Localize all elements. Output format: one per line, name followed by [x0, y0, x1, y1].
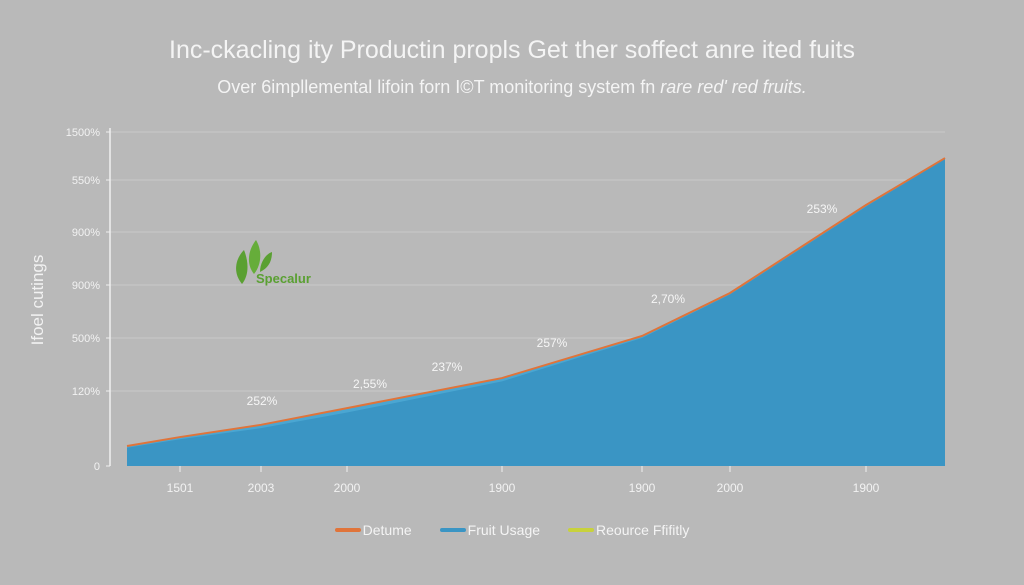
- data-label: 257%: [537, 336, 568, 350]
- chart-title: Inc-ckacling ity Productin propls Get th…: [169, 36, 855, 64]
- y-tick-label: 0: [94, 461, 100, 473]
- legend-item-fruit-usage[interactable]: Fruit Usage: [439, 522, 541, 538]
- legend-swatch: [439, 528, 466, 532]
- x-tick-label: 1900: [853, 481, 880, 495]
- y-tick-label: 120%: [72, 386, 100, 398]
- logo-text: Specalur: [256, 271, 311, 286]
- data-label: 253%: [807, 202, 838, 216]
- detume-line: [126, 157, 946, 447]
- legend: Detume Fruit Usage Reource Ffifitly: [0, 522, 1024, 538]
- y-tick-label: 1500%: [66, 127, 100, 139]
- legend-swatch: [334, 528, 361, 532]
- legend-swatch: [568, 528, 595, 532]
- legend-label: Fruit Usage: [467, 522, 541, 538]
- data-label: 2,70%: [651, 292, 685, 306]
- data-label: 2,55%: [353, 377, 387, 391]
- chart-subtitle: Over 6impllemental lifoin forn I©T monit…: [0, 77, 1024, 98]
- x-tick-label: 2003: [248, 481, 275, 495]
- y-tick-label: 900%: [72, 227, 100, 239]
- fruit-usage-area: [127, 159, 945, 466]
- y-tick-label: 550%: [72, 175, 100, 187]
- x-tick-label: 1501: [167, 481, 194, 495]
- y-tick-label: 900%: [72, 280, 100, 292]
- x-tick-label: 1900: [489, 481, 516, 495]
- data-label: 237%: [432, 360, 463, 374]
- subtitle-italic: rare red' red fruits.: [660, 77, 807, 97]
- subtitle-plain: Over 6impllemental lifoin forn I©T monit…: [217, 77, 661, 97]
- x-tick-label: 2000: [334, 481, 361, 495]
- y-tick-label: 500%: [72, 333, 100, 345]
- legend-label: Reource Ffifitly: [596, 522, 690, 538]
- legend-item-reource-ffifitly[interactable]: Reource Ffifitly: [568, 522, 689, 538]
- leaf-logo-icon: [236, 240, 272, 284]
- data-label: 252%: [247, 394, 278, 408]
- x-tick-label: 1900: [629, 481, 656, 495]
- legend-item-detume[interactable]: Detume: [334, 522, 412, 538]
- legend-label: Detume: [362, 522, 412, 538]
- x-tick-label: 2000: [717, 481, 744, 495]
